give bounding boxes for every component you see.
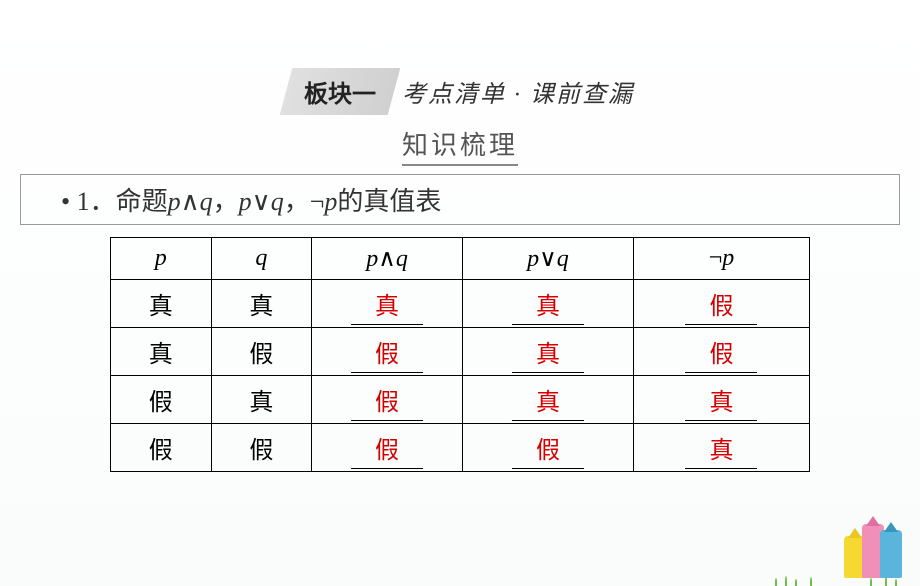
header-and: p∧q: [312, 238, 463, 280]
section-title-text: 知识梳理: [402, 125, 518, 166]
table-body: 真 真 真 真 假 真 假 假 真 假 假 真 假 真 真 假 假 假 假 真: [111, 280, 810, 472]
cell-and: 真: [312, 280, 463, 328]
answer-blank: 真: [518, 286, 578, 321]
table-row: 假 真 假 真 真: [111, 376, 810, 424]
answer-blank: 真: [691, 430, 751, 465]
answer-blank: 真: [357, 286, 417, 321]
header-p: p: [111, 238, 212, 280]
section-label-box: 板块一: [280, 68, 401, 115]
table-row: 假 假 假 假 真: [111, 424, 810, 472]
cell-and: 假: [312, 376, 463, 424]
cell-not: 假: [633, 280, 809, 328]
table-row: 真 假 假 真 假: [111, 328, 810, 376]
desc-sep1: ，: [213, 187, 239, 216]
cell-and: 假: [312, 328, 463, 376]
cell-p: 真: [111, 280, 212, 328]
desc-t2p: p: [239, 187, 252, 216]
section-title: 知识梳理: [0, 125, 920, 166]
desc-number: • 1．: [61, 187, 116, 216]
answer-blank: 假: [691, 286, 751, 321]
crayon-decoration: [846, 524, 900, 578]
header-not: ¬p: [633, 238, 809, 280]
truth-table: p q p∧q p∨q ¬p 真 真 真 真 假 真 假 假 真 假 假 真 假…: [110, 237, 810, 472]
description-box: • 1．命题p∧q，p∨q，¬p的真值表: [20, 174, 900, 225]
cell-q: 真: [211, 376, 312, 424]
answer-blank: 假: [357, 334, 417, 369]
desc-t3neg: ¬: [310, 187, 325, 216]
section-subtitle: 考点清单 · 课前查漏: [402, 74, 634, 109]
cell-p: 假: [111, 376, 212, 424]
cell-or: 真: [462, 328, 633, 376]
answer-blank: 真: [518, 382, 578, 417]
desc-t3p: p: [324, 187, 337, 216]
desc-t1p: p: [168, 187, 181, 216]
cell-q: 假: [211, 328, 312, 376]
table-row: 真 真 真 真 假: [111, 280, 810, 328]
answer-blank: 真: [518, 334, 578, 369]
cell-or: 真: [462, 376, 633, 424]
desc-t1q: q: [200, 187, 213, 216]
desc-t2op: ∨: [252, 187, 271, 216]
section-label: 板块一: [304, 74, 376, 109]
crayon-blue-icon: [880, 530, 902, 578]
cell-or: 假: [462, 424, 633, 472]
cell-p: 真: [111, 328, 212, 376]
desc-t2q: q: [271, 187, 284, 216]
desc-sep2: ，: [284, 187, 310, 216]
desc-suffix: 的真值表: [337, 187, 441, 216]
cell-and: 假: [312, 424, 463, 472]
answer-blank: 真: [691, 382, 751, 417]
cell-not: 真: [633, 376, 809, 424]
cell-q: 假: [211, 424, 312, 472]
cell-not: 真: [633, 424, 809, 472]
cell-p: 假: [111, 424, 212, 472]
description-text: • 1．命题p∧q，p∨q，¬p的真值表: [21, 175, 899, 224]
answer-blank: 假: [357, 382, 417, 417]
cell-or: 真: [462, 280, 633, 328]
cell-q: 真: [211, 280, 312, 328]
desc-t1op: ∧: [181, 187, 200, 216]
cell-not: 假: [633, 328, 809, 376]
answer-blank: 假: [357, 430, 417, 465]
table-header-row: p q p∧q p∨q ¬p: [111, 238, 810, 280]
answer-blank: 假: [518, 430, 578, 465]
header-banner: 板块一 考点清单 · 课前查漏: [0, 68, 920, 115]
header-q: q: [211, 238, 312, 280]
desc-prefix: 命题: [116, 187, 168, 216]
header-or: p∨q: [462, 238, 633, 280]
answer-blank: 假: [691, 334, 751, 369]
